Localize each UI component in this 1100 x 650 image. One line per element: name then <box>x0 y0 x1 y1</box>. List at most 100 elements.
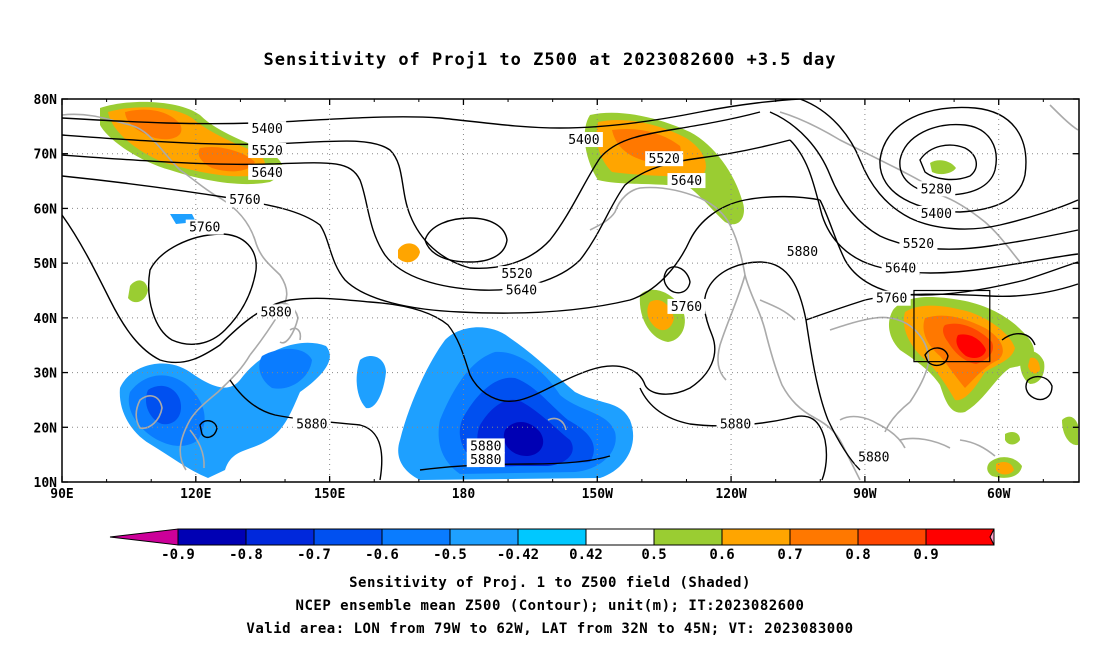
colorbar-segment <box>789 528 859 546</box>
lon-label: 120E <box>180 487 211 502</box>
contour-label: 5280 <box>921 182 952 197</box>
contour-label-bg <box>783 244 822 260</box>
colorbar-label: 0.5 <box>641 547 666 563</box>
lat-label: 20N <box>34 421 58 436</box>
colorbar: -0.9 -0.8 -0.7 -0.6 -0.5 -0.42 0.42 0.5 0.6 0.7 0.… <box>109 528 995 563</box>
colorbar-segment <box>585 528 655 546</box>
contour-label-bg <box>502 282 541 298</box>
lat-label: 30N <box>34 367 58 382</box>
contour-5880-west <box>62 214 646 402</box>
lon-label: 120W <box>715 487 746 502</box>
contour-label: 5640 <box>252 166 283 181</box>
lon-label: 60W <box>987 487 1011 502</box>
contour-label: 5400 <box>568 133 599 148</box>
footer-line-3: Valid area: LON from 79W to 62W, LAT fro… <box>246 621 854 637</box>
contour-label-bg <box>185 219 224 235</box>
contour-labels: 5400552056405760576058805880540055205640… <box>185 121 956 468</box>
colorbar-label: -0.8 <box>229 547 263 563</box>
lon-label: 150W <box>582 487 613 502</box>
contour-label-bg <box>667 298 706 314</box>
contour-label: 5760 <box>189 221 220 236</box>
contour-label: 5520 <box>501 267 532 282</box>
map-title: Sensitivity of Proj1 to Z500 at 20230826… <box>263 50 837 70</box>
contour-label-bg <box>257 304 296 320</box>
contour-5880-south <box>419 455 611 471</box>
colorbar-label: 0.7 <box>777 547 802 563</box>
colorbar-segment <box>517 528 587 546</box>
colorbar-label: -0.42 <box>497 547 539 563</box>
colorbar-segment <box>177 528 247 546</box>
footer-line-1: Sensitivity of Proj. 1 to Z500 field (Sh… <box>349 575 751 591</box>
contour-label: 5520 <box>649 152 680 167</box>
contour-label-bg <box>466 438 505 454</box>
valid-area-box <box>913 289 991 363</box>
contour-label-bg <box>248 121 287 137</box>
colorbar-arrow-left <box>109 528 179 546</box>
colorbar-label: -0.5 <box>433 547 467 563</box>
colorbar-segment <box>857 528 927 546</box>
lat-label: 10N <box>34 476 58 491</box>
contour-label-bg <box>645 151 684 167</box>
lat-label: 70N <box>34 148 58 163</box>
footer-line-2: NCEP ensemble mean Z500 (Contour); unit(… <box>295 598 805 614</box>
contour-label-bg <box>292 416 331 432</box>
colorbar-segment <box>245 528 315 546</box>
contour-label: 5640 <box>885 262 916 277</box>
colorbar-label: -0.7 <box>297 547 331 563</box>
contour-label-bg <box>225 192 264 208</box>
lon-label: 90W <box>853 487 877 502</box>
contour-label: 5880 <box>720 418 751 433</box>
colorbar-label: 0.42 <box>569 547 603 563</box>
colorbar-segment <box>721 528 791 546</box>
contour-label-bg <box>497 266 536 282</box>
contour-5520-closed <box>424 217 508 263</box>
contour-label: 5760 <box>671 300 702 315</box>
lon-label: 180 <box>452 487 476 502</box>
contour-label-bg <box>917 181 956 197</box>
contour-label: 5880 <box>470 453 501 468</box>
colorbar-segment <box>653 528 723 546</box>
contour-label-bg <box>248 142 287 158</box>
contour-label: 5640 <box>506 284 537 299</box>
contour-label: 5880 <box>260 305 291 320</box>
contour-label: 5880 <box>470 439 501 454</box>
colorbar-segment <box>313 528 383 546</box>
contour-label-bg <box>667 173 706 189</box>
lat-label: 50N <box>34 257 58 272</box>
map-panel: 5400552056405760576058805880540055205640… <box>62 99 1079 482</box>
contour-label-bg <box>716 416 755 432</box>
contour-label-bg <box>564 132 603 148</box>
contour-label-bg <box>466 452 505 468</box>
plot-frame <box>61 98 1080 483</box>
contour-label: 5400 <box>921 207 952 222</box>
colorbar-arrow-right <box>989 528 995 546</box>
contour-label-bg <box>899 235 938 251</box>
contour-label: 5760 <box>229 193 260 208</box>
colorbar-label: -0.9 <box>161 547 195 563</box>
contour-label: 5520 <box>252 144 283 159</box>
contour-5760-closed <box>148 233 257 346</box>
contour-label-bg <box>854 449 893 465</box>
contour-label-bg <box>881 260 920 276</box>
colorbar-label: -0.6 <box>365 547 399 563</box>
colorbar-segment <box>449 528 519 546</box>
contour-label: 5400 <box>252 122 283 137</box>
contour-label: 5640 <box>671 174 702 189</box>
colorbar-label: 0.8 <box>845 547 870 563</box>
contour-label: 5880 <box>787 245 818 260</box>
contour-label: 5880 <box>858 450 889 465</box>
contour-label: 5520 <box>903 237 934 252</box>
colorbar-label: 0.9 <box>913 547 938 563</box>
lat-label: 40N <box>34 312 58 327</box>
contour-label-bg <box>917 205 956 221</box>
contour-5400 <box>62 99 801 129</box>
lon-label: 150E <box>314 487 345 502</box>
colorbar-segment <box>381 528 451 546</box>
contour-label: 5760 <box>876 292 907 307</box>
contour-label-bg <box>248 164 287 180</box>
axes: 90E 120E 150E 180 150W 120W 90W 60W 80N 70N 60N 50N… <box>34 93 1079 502</box>
lat-label: 80N <box>34 93 58 108</box>
lon-label: 90E <box>50 487 73 502</box>
contour-label: 5880 <box>296 418 327 433</box>
